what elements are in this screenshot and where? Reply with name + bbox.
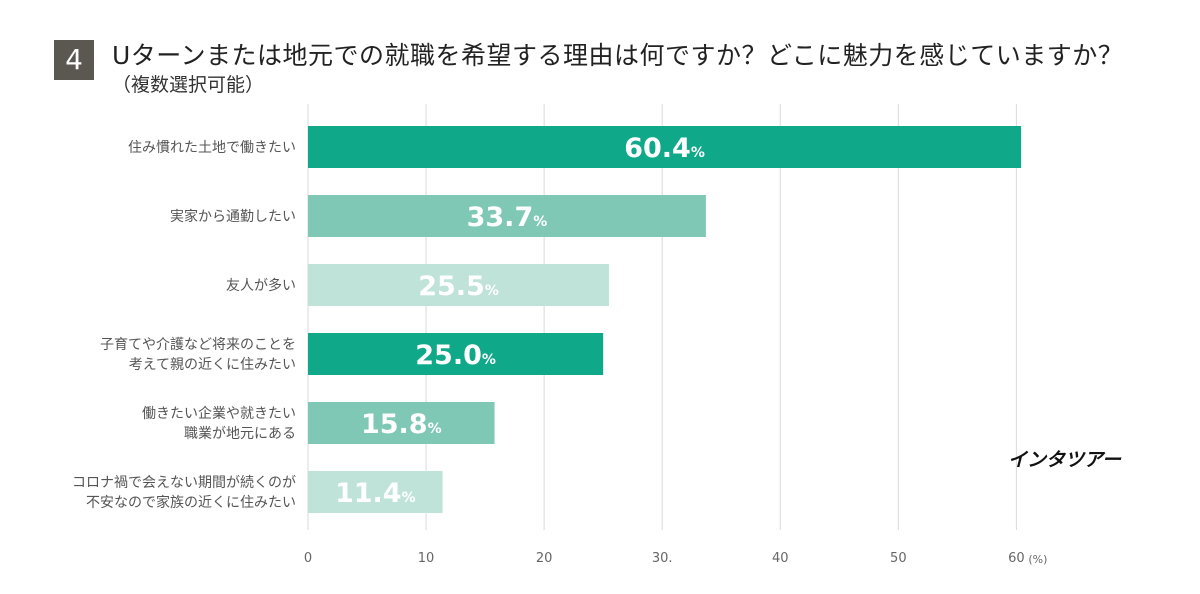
category-label: 実家から通勤したい [170, 208, 296, 225]
x-tick-label: 10 [418, 551, 435, 566]
x-tick-label: 0 [304, 551, 312, 566]
bar [308, 333, 604, 375]
category-label: 不安なので家族の近くに住みたい [86, 494, 296, 511]
category-labels: 住み慣れた土地で働きたい実家から通勤したい友人が多い子育てや介護など将来のことを… [72, 139, 296, 511]
x-tick-label: 40 [772, 551, 789, 566]
bar [308, 264, 610, 306]
x-axis-ticks: 0 10 20 30. 40 50 60 (%) [304, 551, 1048, 566]
bar [308, 126, 1022, 168]
x-tick-label: 50 [890, 551, 907, 566]
category-label: 住み慣れた土地で働きたい [128, 139, 296, 156]
bars: 60.4% 33.7% 25.5% 25.0% 15.8% 11.4% [308, 126, 1022, 513]
category-label: 働きたい企業や就きたい [142, 405, 296, 422]
category-label: 子育てや介護など将来のことを [100, 337, 296, 353]
bar-value-label: 25.5% [418, 271, 499, 302]
gridlines [307, 104, 1017, 530]
chart-subtitle: （複数選択可能） [112, 74, 265, 96]
x-tick-label: 20 [536, 551, 553, 566]
category-label: 職業が地元にある [184, 426, 296, 442]
x-tick-label: 60 [1008, 551, 1025, 566]
chart-title: Uターンまたは地元での就職を希望する理由は何ですか？どこに魅力を感じていますか？ [112, 41, 1124, 70]
bar-value-label: 60.4% [624, 133, 705, 164]
category-label: 友人が多い [226, 277, 296, 294]
bar [308, 195, 706, 237]
bar-value-label: 25.0% [415, 340, 496, 371]
question-number-badge: 4 [54, 40, 94, 80]
bar-value-label: 11.4% [335, 478, 416, 509]
x-unit-label: (%) [1028, 553, 1047, 566]
category-label: コロナ禍で会えない期間が続くのが [72, 474, 296, 491]
bar [308, 402, 495, 444]
bar-value-label: 15.8% [361, 409, 442, 440]
category-label: 考えて親の近くに住みたい [129, 357, 296, 373]
brand-logo-text: インタツアー [1008, 449, 1121, 471]
bar-value-label: 33.7% [467, 202, 548, 233]
x-tick-label: 30. [652, 551, 673, 566]
bar [308, 471, 443, 513]
